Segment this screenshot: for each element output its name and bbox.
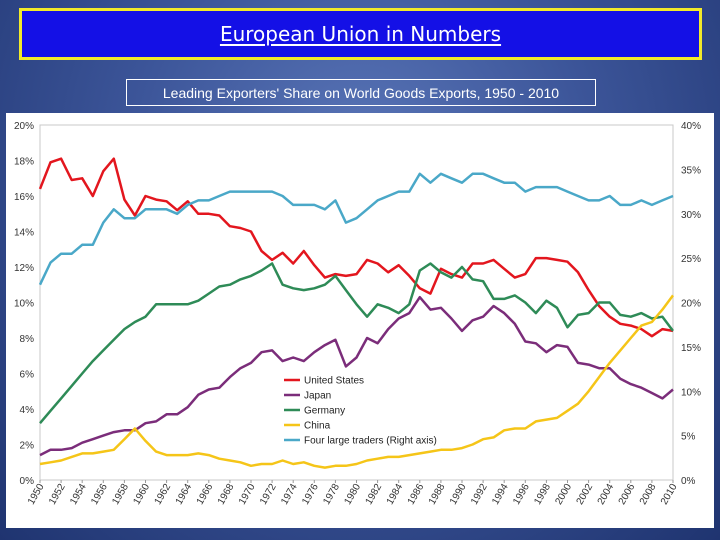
right-tick-label: 40% xyxy=(681,121,701,132)
x-tick-label: 1974 xyxy=(279,482,300,507)
x-tick-label: 1966 xyxy=(195,482,216,507)
x-tick-label: 2004 xyxy=(596,482,617,507)
left-axis: 0% 2% 4% 6% 8% 10% 12% 14% 16% 18% 20% xyxy=(14,121,34,487)
series-line-four-large-traders-right-axis xyxy=(38,172,674,286)
right-tick-label: 20% xyxy=(681,299,701,310)
x-tick-label: 1998 xyxy=(532,482,553,507)
legend-label: Japan xyxy=(304,391,331,402)
x-tick-label: 1982 xyxy=(364,482,385,507)
left-tick-label: 8% xyxy=(20,334,35,345)
chart-panel: 0% 2% 4% 6% 8% 10% 12% 14% 16% 18% 20% 0% 5% 10% 15% 2… xyxy=(6,113,714,528)
x-tick-label: 1994 xyxy=(490,482,511,507)
x-tick-label: 1964 xyxy=(174,482,195,507)
left-tick-label: 6% xyxy=(20,370,35,381)
x-tick-label: 1986 xyxy=(406,482,427,507)
x-tick-label: 2002 xyxy=(575,482,596,507)
x-tick-label: 1996 xyxy=(511,482,532,507)
legend-label: China xyxy=(304,421,331,432)
right-tick-label: 10% xyxy=(681,387,701,398)
legend-label: United States xyxy=(304,376,364,387)
right-axis: 0% 5% 10% 15% 20% 25% 30% 35% 40% xyxy=(681,121,701,487)
right-tick-label: 15% xyxy=(681,343,701,354)
page-title: European Union in Numbers xyxy=(219,22,502,46)
series-line-japan xyxy=(39,295,674,457)
x-tick-label: 1958 xyxy=(110,482,131,507)
left-tick-label: 4% xyxy=(20,405,35,416)
left-tick-label: 18% xyxy=(14,157,34,168)
line-chart: 0% 2% 4% 6% 8% 10% 12% 14% 16% 18% 20% 0% 5% 10% 15% 2… xyxy=(14,121,701,507)
x-tick-label: 1984 xyxy=(385,482,406,507)
left-tick-label: 12% xyxy=(14,263,34,274)
left-tick-label: 14% xyxy=(14,228,34,239)
x-tick-label: 1970 xyxy=(237,482,258,507)
x-tick-label: 1992 xyxy=(469,482,490,507)
x-tick-label: 1990 xyxy=(448,482,469,507)
series-line-germany xyxy=(39,262,675,425)
x-tick-label: 2010 xyxy=(659,482,680,507)
x-tick-label: 1968 xyxy=(216,482,237,507)
x-tick-label: 1978 xyxy=(321,482,342,507)
right-tick-label: 30% xyxy=(681,210,701,221)
x-tick-label: 1960 xyxy=(131,482,152,507)
series-line-china xyxy=(39,294,675,469)
right-tick-label: 5% xyxy=(681,432,696,443)
left-tick-label: 10% xyxy=(14,299,34,310)
legend-label: Four large traders (Right axis) xyxy=(304,436,437,447)
x-tick-label: 2006 xyxy=(617,482,638,507)
chart-subtitle-box: Leading Exporters' Share on World Goods … xyxy=(126,79,596,106)
legend-label: Germany xyxy=(304,406,345,417)
series-line-united-states xyxy=(38,157,674,338)
x-tick-label: 1956 xyxy=(89,482,110,507)
right-tick-label: 35% xyxy=(681,165,701,176)
x-axis: 1950 1952 1954 1956 1958 1960 1962 1964 1966 1968… xyxy=(26,480,680,507)
right-tick-label: 0% xyxy=(681,476,696,487)
x-tick-label: 1962 xyxy=(153,482,174,507)
series-lines xyxy=(38,157,675,469)
x-tick-label: 2008 xyxy=(638,482,659,507)
title-banner: European Union in Numbers xyxy=(19,8,702,60)
x-tick-label: 1980 xyxy=(342,482,363,507)
x-tick-label: 1972 xyxy=(258,482,279,507)
x-tick-label: 1952 xyxy=(47,482,68,507)
x-tick-label: 2000 xyxy=(553,482,574,507)
left-tick-label: 2% xyxy=(20,441,35,452)
left-tick-label: 0% xyxy=(20,476,35,487)
right-tick-label: 25% xyxy=(681,254,701,265)
x-tick-label: 1976 xyxy=(300,482,321,507)
chart-subtitle: Leading Exporters' Share on World Goods … xyxy=(162,84,560,101)
left-tick-label: 20% xyxy=(14,121,34,132)
legend: United States Japan Germany China Four large… xyxy=(284,376,437,447)
x-tick-label: 1988 xyxy=(427,482,448,507)
x-tick-label: 1954 xyxy=(68,482,89,507)
left-tick-label: 16% xyxy=(14,192,34,203)
